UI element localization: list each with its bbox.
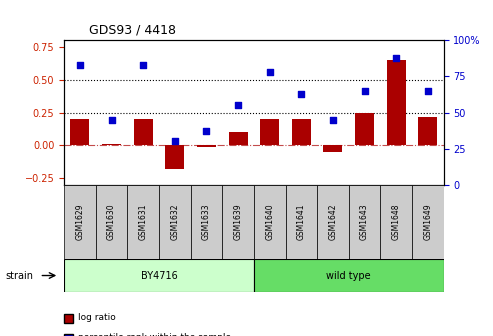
- FancyBboxPatch shape: [191, 185, 222, 259]
- Bar: [197, 145, 216, 147]
- Text: wild type: wild type: [326, 270, 371, 281]
- Bar: [134, 119, 153, 145]
- FancyBboxPatch shape: [222, 185, 254, 259]
- Bar: [70, 119, 89, 145]
- FancyBboxPatch shape: [349, 185, 381, 259]
- Point: [329, 117, 337, 123]
- Bar: [387, 60, 406, 145]
- Text: log ratio: log ratio: [78, 313, 116, 322]
- Bar: [260, 119, 279, 145]
- Text: GSM1643: GSM1643: [360, 203, 369, 240]
- Point: [392, 55, 400, 60]
- FancyBboxPatch shape: [317, 185, 349, 259]
- Bar: [165, 145, 184, 169]
- Bar: [323, 145, 343, 152]
- Text: GSM1641: GSM1641: [297, 204, 306, 240]
- Text: GSM1629: GSM1629: [75, 204, 84, 240]
- Text: GSM1632: GSM1632: [170, 204, 179, 240]
- Bar: [419, 117, 437, 145]
- Text: GDS93 / 4418: GDS93 / 4418: [89, 24, 176, 37]
- Point: [203, 129, 211, 134]
- Point: [266, 70, 274, 75]
- Point: [107, 117, 115, 123]
- FancyBboxPatch shape: [64, 185, 96, 259]
- Text: GSM1640: GSM1640: [265, 203, 274, 240]
- Point: [139, 62, 147, 68]
- FancyBboxPatch shape: [64, 334, 73, 336]
- FancyBboxPatch shape: [96, 185, 127, 259]
- Point: [297, 91, 305, 96]
- FancyBboxPatch shape: [64, 259, 254, 292]
- Point: [234, 103, 242, 108]
- FancyBboxPatch shape: [285, 185, 317, 259]
- FancyBboxPatch shape: [381, 185, 412, 259]
- FancyBboxPatch shape: [159, 185, 191, 259]
- FancyBboxPatch shape: [64, 314, 73, 323]
- Point: [424, 88, 432, 94]
- FancyBboxPatch shape: [254, 259, 444, 292]
- FancyBboxPatch shape: [254, 185, 285, 259]
- FancyBboxPatch shape: [127, 185, 159, 259]
- Text: GSM1642: GSM1642: [328, 204, 338, 240]
- FancyBboxPatch shape: [412, 185, 444, 259]
- Bar: [102, 144, 121, 145]
- Text: GSM1639: GSM1639: [234, 203, 243, 240]
- Text: GSM1648: GSM1648: [392, 204, 401, 240]
- Text: GSM1633: GSM1633: [202, 203, 211, 240]
- Point: [361, 88, 369, 94]
- Text: GSM1649: GSM1649: [423, 203, 432, 240]
- Text: GSM1631: GSM1631: [139, 204, 148, 240]
- Text: percentile rank within the sample: percentile rank within the sample: [78, 333, 231, 336]
- Text: BY4716: BY4716: [141, 270, 177, 281]
- Text: GSM1630: GSM1630: [107, 203, 116, 240]
- Text: strain: strain: [5, 270, 33, 281]
- Point: [171, 139, 179, 144]
- Bar: [292, 119, 311, 145]
- Point: [76, 62, 84, 68]
- Bar: [229, 132, 247, 145]
- Bar: [355, 113, 374, 145]
